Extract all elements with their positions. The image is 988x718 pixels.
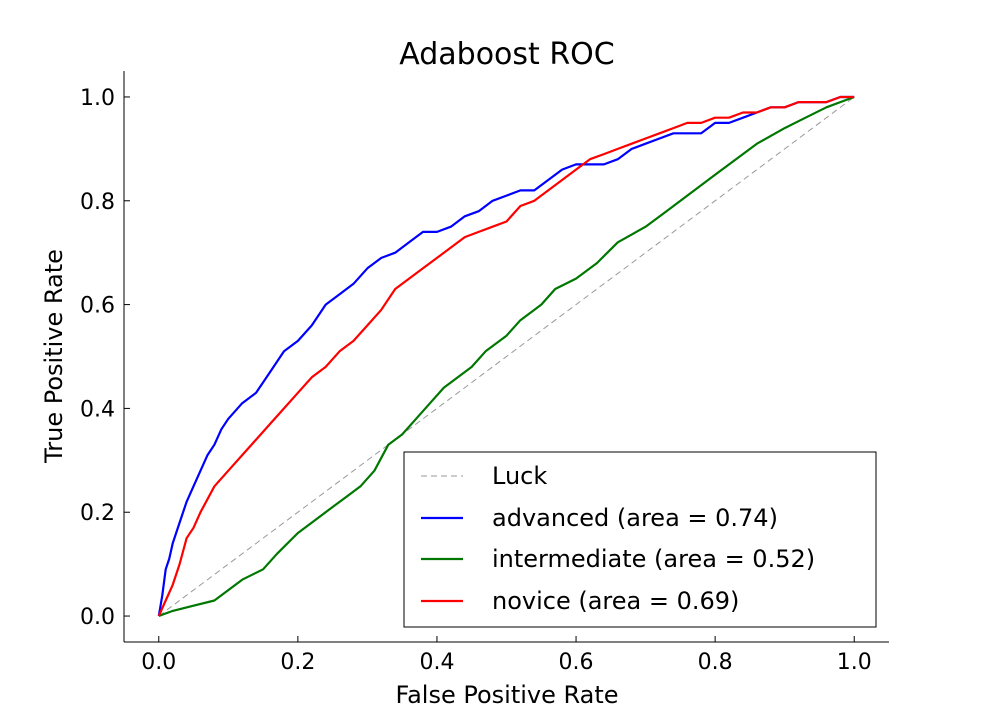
x-tick-label: 1.0 bbox=[837, 650, 872, 675]
chart-title: Adaboost ROC bbox=[399, 37, 615, 72]
series-line-3 bbox=[157, 95, 855, 617]
legend-label-3: novice (area = 0.69) bbox=[492, 587, 739, 615]
legend-box bbox=[403, 451, 877, 628]
legend-label-2: intermediate (area = 0.52) bbox=[492, 545, 815, 573]
x-tick-label: 0.0 bbox=[141, 650, 176, 675]
legend-label-1: advanced (area = 0.74) bbox=[492, 504, 778, 532]
x-tick-label: 0.6 bbox=[559, 650, 594, 675]
y-tick-label: 0.2 bbox=[80, 501, 115, 526]
series-line-2 bbox=[158, 95, 855, 618]
y-tick-label: 0.0 bbox=[80, 605, 115, 630]
y-tick-label: 1.0 bbox=[80, 86, 115, 111]
y-tick-label: 0.8 bbox=[80, 190, 115, 215]
y-axis-label: True Positive Rate bbox=[40, 249, 68, 464]
legend-label-0: Luck bbox=[492, 462, 547, 490]
x-tick-label: 0.4 bbox=[419, 650, 454, 675]
x-tick-label: 0.8 bbox=[698, 650, 733, 675]
x-axis-label: False Positive Rate bbox=[395, 681, 618, 709]
x-tick-label: 0.2 bbox=[280, 650, 315, 675]
series-line-1 bbox=[157, 95, 855, 617]
legend: Luck advanced (area = 0.74) intermediate (… bbox=[403, 451, 877, 628]
plot-area: 0.0 0.2 0.4 0.6 0.8 1.0 0.0 0.2 0.4 0.6 0.8 1.0 bbox=[80, 71, 889, 675]
y-tick-label: 0.4 bbox=[80, 397, 115, 422]
series-line-0 bbox=[158, 96, 855, 617]
y-tick-label: 0.6 bbox=[80, 294, 115, 319]
